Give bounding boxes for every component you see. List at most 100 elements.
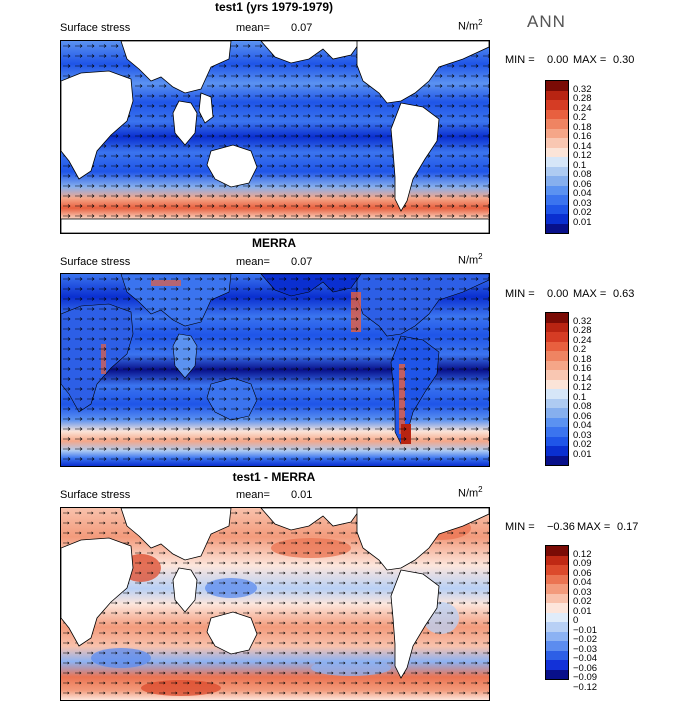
colorbar-swatch bbox=[546, 546, 568, 556]
colorbar-tick-label: 0.18 bbox=[573, 121, 592, 133]
colorbar-swatch bbox=[546, 446, 568, 456]
panel-3-mean-label: mean= bbox=[236, 489, 270, 501]
colorbar-swatch bbox=[546, 204, 568, 214]
colorbar-swatch bbox=[546, 109, 568, 119]
panel-1-map-svg bbox=[61, 41, 489, 233]
colorbar-swatch bbox=[546, 641, 568, 651]
colorbar-swatch bbox=[546, 436, 568, 446]
colorbar-swatch bbox=[546, 360, 568, 370]
colorbar-swatch bbox=[546, 341, 568, 351]
panel-1-map bbox=[60, 40, 490, 234]
panel-1-title: test1 (yrs 1979-1979) bbox=[214, 0, 334, 14]
colorbar-swatch bbox=[546, 90, 568, 100]
colorbar-tick-label: 0.02 bbox=[573, 596, 592, 607]
panel-1-min-label: MIN = bbox=[505, 54, 535, 66]
colorbar-swatch bbox=[546, 185, 568, 195]
colorbar-swatch bbox=[546, 379, 568, 389]
panel-2-title: MERRA bbox=[252, 236, 296, 250]
colorbar-swatch bbox=[546, 138, 568, 148]
colorbar-tick-label: 0.14 bbox=[573, 372, 592, 384]
panel-2-max-label: MAX = bbox=[573, 288, 607, 300]
panel-2-max-value: 0.63 bbox=[613, 288, 635, 300]
colorbar-tick-label: 0.06 bbox=[573, 567, 592, 579]
colorbar-tick-label: 0.09 bbox=[573, 558, 592, 569]
colorbar-swatch bbox=[546, 157, 568, 167]
colorbar-swatch bbox=[546, 565, 568, 575]
colorbar-tick-label: 0.12 bbox=[573, 548, 592, 560]
colorbar-swatch bbox=[546, 81, 568, 91]
colorbar-tick-label: −0.09 bbox=[573, 672, 598, 683]
panel-3-map bbox=[60, 507, 490, 701]
panel-2-units: N/m2 bbox=[458, 252, 483, 267]
colorbar-swatch bbox=[546, 593, 568, 603]
panel-3-min-value: −0.36 bbox=[547, 521, 575, 533]
colorbar-swatch bbox=[546, 660, 568, 670]
colorbar-tick-label: −0.01 bbox=[573, 624, 598, 636]
colorbar-swatch bbox=[546, 351, 568, 361]
colorbar-swatch bbox=[546, 166, 568, 176]
panel-1-units: N/m2 bbox=[458, 18, 483, 33]
colorbar-swatch bbox=[546, 389, 568, 399]
colorbar-swatch bbox=[546, 195, 568, 205]
colorbar-tick-label: 0.14 bbox=[573, 140, 592, 152]
panel-1-mean-label: mean= bbox=[236, 22, 270, 34]
colorbar-swatch bbox=[546, 427, 568, 437]
colorbar-swatch bbox=[546, 332, 568, 342]
panel-3-max-label: MAX = bbox=[577, 521, 611, 533]
colorbar-tick-label: 0.01 bbox=[573, 448, 592, 460]
panel-2-map bbox=[60, 273, 490, 467]
colorbar-swatch bbox=[546, 214, 568, 224]
panel-2-min-value: 0.00 bbox=[547, 288, 569, 300]
colorbar-tick-label: 0.16 bbox=[573, 363, 592, 374]
colorbar-tick-label: 0 bbox=[573, 615, 579, 626]
colorbar-swatch bbox=[546, 398, 568, 408]
colorbar-tick-label: 0.06 bbox=[573, 410, 592, 422]
panel-2-mean-value: 0.07 bbox=[291, 256, 313, 268]
colorbar-tick-label: −0.02 bbox=[573, 634, 598, 645]
colorbar-tick-label: 0.12 bbox=[573, 150, 592, 161]
season-label: ANN bbox=[527, 12, 566, 31]
colorbar-swatch bbox=[546, 622, 568, 632]
colorbar-tick-label: 0.2 bbox=[573, 112, 587, 123]
colorbar-tick-label: 0.08 bbox=[573, 401, 592, 412]
colorbar-tick-label: 0.24 bbox=[573, 334, 592, 346]
panel-2-colorbar bbox=[545, 312, 569, 466]
colorbar-tick-label: 0.02 bbox=[573, 439, 592, 450]
colorbar-swatch bbox=[546, 147, 568, 157]
panel-3-land bbox=[61, 508, 489, 679]
panel-1-min-value: 0.00 bbox=[547, 54, 569, 66]
colorbar-swatch bbox=[546, 584, 568, 594]
colorbar-swatch bbox=[546, 313, 568, 323]
panel-3-units: N/m2 bbox=[458, 485, 483, 500]
colorbar-tick-label: 0.28 bbox=[573, 325, 592, 336]
colorbar-swatch bbox=[546, 455, 568, 465]
colorbar-tick-label: 0.18 bbox=[573, 353, 592, 365]
panel-2-map-svg bbox=[61, 274, 489, 466]
panel-1-land bbox=[61, 41, 489, 233]
colorbar-tick-label: 0.04 bbox=[573, 420, 592, 431]
colorbar-tick-label: 0.04 bbox=[573, 188, 592, 199]
panel-3-max-value: 0.17 bbox=[617, 521, 639, 533]
colorbar-swatch bbox=[546, 223, 568, 233]
colorbar-tick-label: 0.04 bbox=[573, 577, 592, 588]
colorbar-tick-label: 0.32 bbox=[573, 83, 592, 95]
colorbar-tick-label: 0.02 bbox=[573, 207, 592, 218]
panel-1-variable: Surface stress bbox=[60, 22, 131, 34]
colorbar-tick-label: 0.01 bbox=[573, 216, 592, 228]
panel-3-variable: Surface stress bbox=[60, 489, 131, 501]
panel-2-mean-label: mean= bbox=[236, 256, 270, 268]
panel-2-variable: Surface stress bbox=[60, 256, 131, 268]
colorbar-swatch bbox=[546, 612, 568, 622]
panel-3-mean-value: 0.01 bbox=[291, 489, 313, 501]
colorbar-tick-label: 0.12 bbox=[573, 382, 592, 393]
colorbar-swatch bbox=[546, 603, 568, 613]
colorbar-tick-label: 0.24 bbox=[573, 102, 592, 114]
colorbar-tick-label: −0.03 bbox=[573, 643, 598, 655]
colorbar-tick-label: 0.03 bbox=[573, 197, 592, 209]
colorbar-tick-label: 0.28 bbox=[573, 93, 592, 104]
colorbar-swatch bbox=[546, 100, 568, 110]
panel-2-min-label: MIN = bbox=[505, 288, 535, 300]
colorbar-tick-label: 0.16 bbox=[573, 131, 592, 142]
colorbar-swatch bbox=[546, 650, 568, 660]
panel-1-max-label: MAX = bbox=[573, 54, 607, 66]
